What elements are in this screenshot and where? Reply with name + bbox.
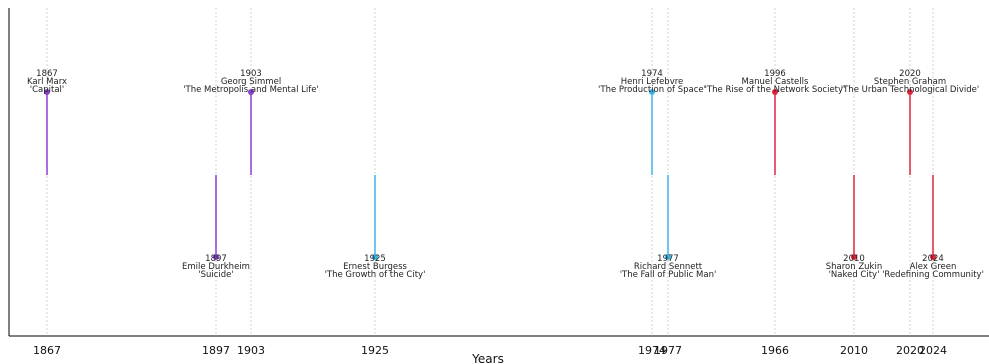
x-tick-label: 1966 xyxy=(761,344,789,357)
event-author: Alex Green xyxy=(910,262,957,272)
x-axis-label: Years xyxy=(471,352,504,364)
event-marker xyxy=(772,89,778,95)
event-year: 2010 xyxy=(843,254,865,264)
x-tick-label: 2024 xyxy=(919,344,947,357)
event-author: Georg Simmel xyxy=(221,77,281,87)
x-tick-label: 1977 xyxy=(654,344,682,357)
event-work: 'The Metropolis and Mental Life' xyxy=(183,85,319,95)
event-work: 'The Rise of the Network Society' xyxy=(705,85,846,95)
event-marker xyxy=(907,89,913,95)
event-year: 2024 xyxy=(922,254,944,264)
event-marker xyxy=(851,254,857,260)
x-tick-label: 1925 xyxy=(361,344,389,357)
event-year: 2020 xyxy=(899,69,921,79)
x-tick-label: 2010 xyxy=(840,344,868,357)
event-author: Manuel Castells xyxy=(742,77,809,87)
event-work: 'Naked City' xyxy=(829,270,880,280)
event-marker xyxy=(248,89,254,95)
event-work: 'The Growth of the City' xyxy=(325,270,426,280)
event-marker xyxy=(930,254,936,260)
x-tick-label: 2020 xyxy=(896,344,924,357)
axes xyxy=(8,8,989,337)
event-work: 'Capital' xyxy=(30,85,64,95)
event-author: Karl Marx xyxy=(27,77,67,87)
event-author: Sharon Zukin xyxy=(826,262,882,272)
event-marker xyxy=(372,254,378,260)
event-year: 1867 xyxy=(36,69,58,79)
event-author: Emile Durkheim xyxy=(182,262,250,272)
event-year: 1977 xyxy=(657,254,679,264)
event-year: 1925 xyxy=(364,254,386,264)
event-year: 1903 xyxy=(240,69,262,79)
event-author: Henri Lefebvre xyxy=(621,77,684,87)
event-marker xyxy=(665,254,671,260)
event-year: 1996 xyxy=(764,69,786,79)
event-year: 1974 xyxy=(641,69,663,79)
event-work: 'The Production of Space' xyxy=(598,85,706,95)
x-tick-label: 1974 xyxy=(638,344,666,357)
event-marker xyxy=(649,89,655,95)
x-tick-label: 1903 xyxy=(237,344,265,357)
event-author: Ernest Burgess xyxy=(343,262,407,272)
grid-lines xyxy=(46,8,934,336)
event-author: Richard Sennett xyxy=(634,262,703,272)
event-work: 'The Fall of Public Man' xyxy=(620,270,717,280)
event-work: 'The Urban Technological Divide' xyxy=(841,85,979,95)
event-work: 'Redefining Community' xyxy=(882,270,984,280)
event-marker xyxy=(213,254,219,260)
event-year: 1897 xyxy=(205,254,227,264)
event-marker xyxy=(44,89,50,95)
x-tick-label: 1897 xyxy=(202,344,230,357)
event-stems xyxy=(44,89,936,260)
x-tick-label: 1867 xyxy=(33,344,61,357)
event-author: Stephen Graham xyxy=(874,77,946,87)
event-work: 'Suicide' xyxy=(198,270,233,280)
